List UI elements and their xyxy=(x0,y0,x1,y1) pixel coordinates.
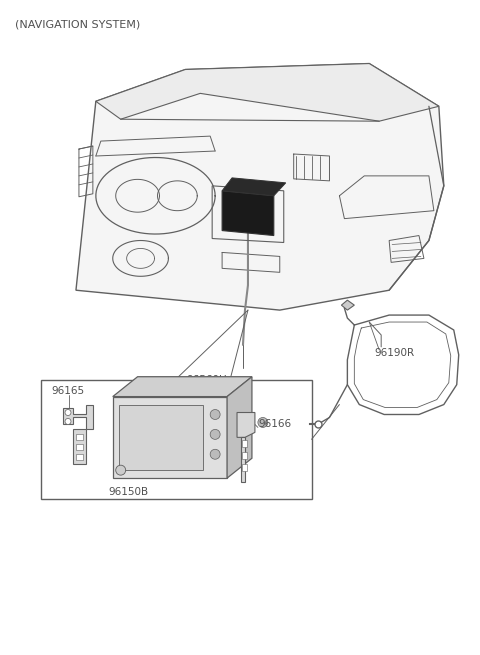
Polygon shape xyxy=(96,64,439,121)
Polygon shape xyxy=(76,64,444,310)
Polygon shape xyxy=(227,377,252,478)
Bar xyxy=(242,440,247,447)
Circle shape xyxy=(65,409,71,415)
Polygon shape xyxy=(241,438,245,482)
Text: 96190R: 96190R xyxy=(374,348,414,358)
Circle shape xyxy=(210,430,220,440)
Polygon shape xyxy=(341,300,354,310)
Polygon shape xyxy=(113,396,227,478)
Circle shape xyxy=(210,449,220,459)
Bar xyxy=(76,455,83,460)
Bar xyxy=(242,452,247,459)
Polygon shape xyxy=(222,178,286,196)
Bar xyxy=(119,405,203,470)
Circle shape xyxy=(65,419,71,424)
Polygon shape xyxy=(222,191,274,236)
Text: 96166: 96166 xyxy=(258,419,291,430)
Circle shape xyxy=(116,465,126,475)
Polygon shape xyxy=(63,405,93,430)
Circle shape xyxy=(210,409,220,419)
Text: (NAVIGATION SYSTEM): (NAVIGATION SYSTEM) xyxy=(15,20,141,29)
Bar xyxy=(76,444,83,450)
Circle shape xyxy=(258,417,268,428)
Text: 96150B: 96150B xyxy=(109,487,149,497)
Text: 96165: 96165 xyxy=(51,386,84,396)
Polygon shape xyxy=(237,413,255,438)
Polygon shape xyxy=(113,377,252,396)
Bar xyxy=(76,434,83,440)
Polygon shape xyxy=(73,430,86,464)
Bar xyxy=(242,464,247,471)
Text: 96560H: 96560H xyxy=(187,375,228,384)
Bar xyxy=(41,380,312,499)
